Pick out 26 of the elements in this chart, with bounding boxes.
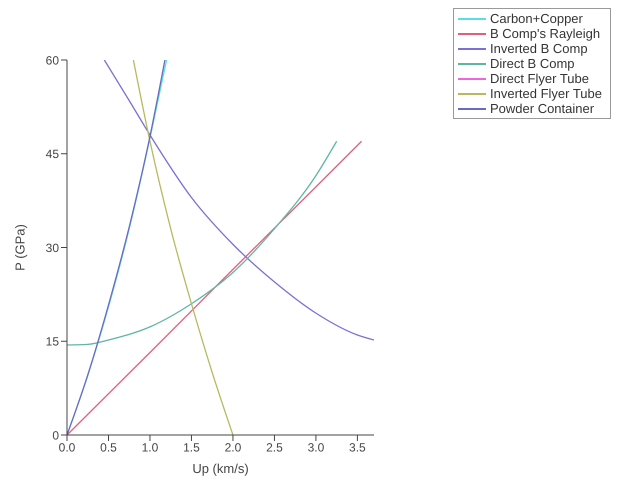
- legend-label: Direct B Comp: [490, 56, 575, 71]
- line-series: [132, 60, 234, 435]
- y-tick-label: 60: [46, 53, 60, 68]
- legend-label: Powder Container: [490, 101, 594, 116]
- x-tick-label: 0.0: [58, 440, 76, 455]
- legend-label: B Comp's Rayleigh: [490, 26, 600, 41]
- y-tick-label: 15: [46, 334, 60, 349]
- x-tick-label: 2.5: [266, 440, 284, 455]
- line-series: [67, 140, 362, 435]
- x-axis-title: Up (km/s): [192, 461, 249, 476]
- x-tick-label: 2.0: [224, 440, 242, 455]
- legend-label: Inverted Flyer Tube: [490, 86, 602, 101]
- legend-label: Carbon+Copper: [490, 11, 583, 26]
- line-series: [104, 60, 374, 341]
- legend-label: Direct Flyer Tube: [490, 71, 589, 86]
- x-tick-label: 0.5: [100, 440, 118, 455]
- y-tick-label: 30: [46, 240, 60, 255]
- x-tick-label: 1.5: [183, 440, 200, 455]
- x-tick-label: 1.0: [142, 440, 159, 455]
- line-series: [67, 140, 338, 346]
- y-tick-label: 45: [46, 147, 60, 162]
- legend-label: Inverted B Comp: [490, 41, 588, 56]
- x-tick-label: 3.5: [349, 440, 366, 455]
- x-tick-label: 3.0: [308, 440, 325, 455]
- y-tick-label: 0: [52, 428, 60, 442]
- y-axis-title: P (GPa): [12, 224, 28, 271]
